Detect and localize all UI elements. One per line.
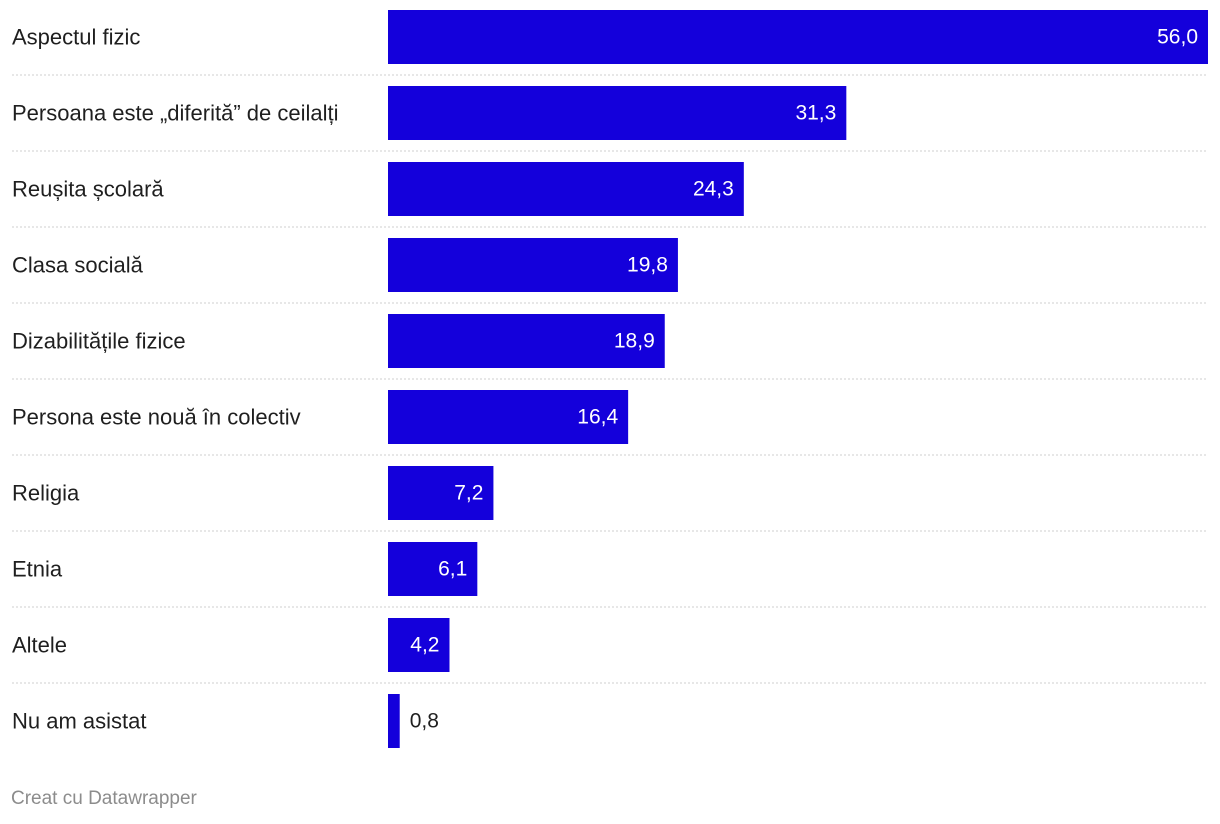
bar-value-label: 6,1	[438, 558, 467, 581]
category-label: Reușita școlară	[12, 177, 164, 202]
bar-value-label: 24,3	[693, 178, 734, 201]
bar	[388, 162, 744, 216]
bar-value-label: 7,2	[454, 482, 483, 505]
bar-value-label: 16,4	[577, 406, 618, 429]
category-label: Nu am asistat	[12, 709, 147, 734]
bar	[388, 694, 400, 748]
category-label: Dizabilitățile fizice	[12, 329, 186, 354]
bar-value-label: 56,0	[1157, 26, 1198, 49]
bar-value-label: 19,8	[627, 254, 668, 277]
bar-value-label: 0,8	[410, 710, 439, 733]
category-label: Altele	[12, 633, 67, 658]
category-label: Etnia	[12, 557, 63, 582]
category-label: Persona este nouă în colectiv	[12, 405, 301, 430]
bar	[388, 10, 1208, 64]
bar	[388, 618, 450, 672]
bar	[388, 238, 678, 292]
bar-value-label: 31,3	[795, 102, 836, 125]
bar	[388, 86, 847, 140]
bar	[388, 466, 494, 520]
credit-footer: Creat cu Datawrapper	[11, 788, 197, 809]
bar-value-label: 4,2	[410, 634, 439, 657]
bar-value-label: 18,9	[614, 330, 655, 353]
bar	[388, 314, 665, 368]
category-label: Clasa socială	[12, 253, 144, 278]
category-label: Aspectul fizic	[12, 25, 140, 50]
category-label: Religia	[12, 481, 80, 506]
category-label: Persoana este „diferită” de ceilalți	[12, 101, 339, 126]
bar	[388, 390, 629, 444]
bar	[388, 542, 478, 596]
